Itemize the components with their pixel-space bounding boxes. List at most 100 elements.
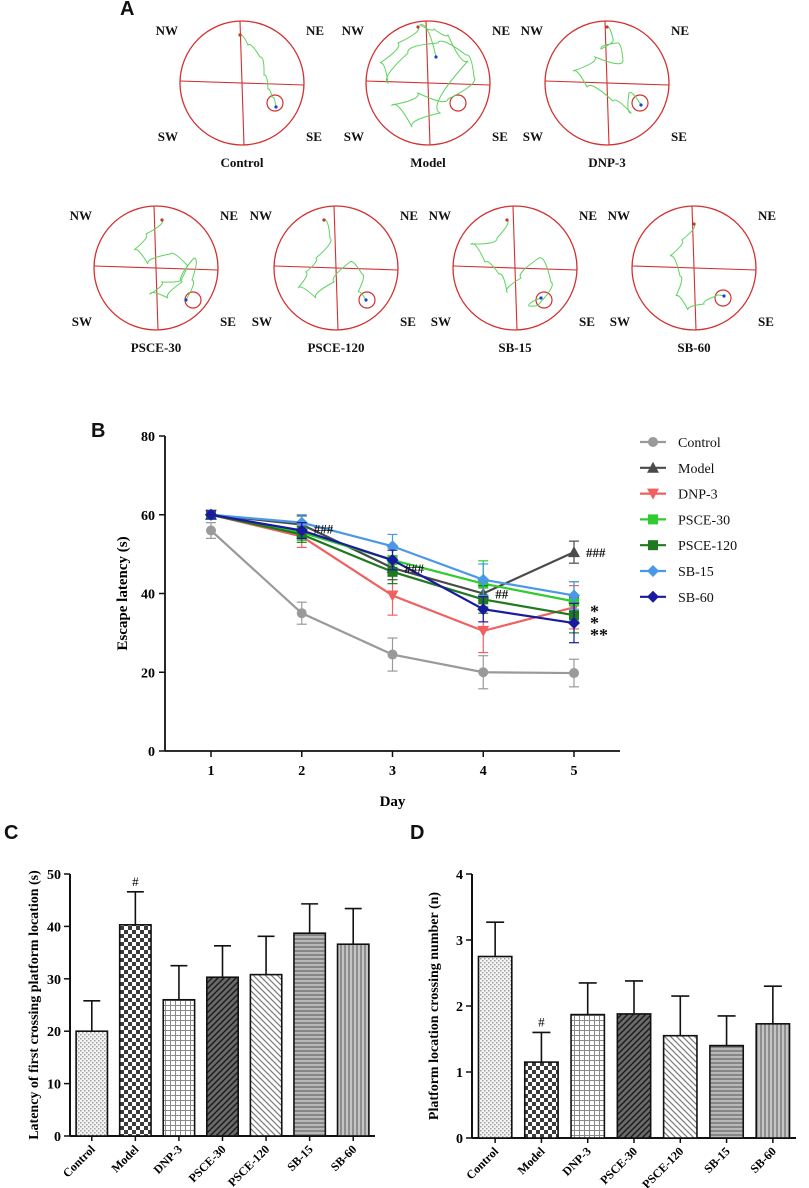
maze-label-ne: NE: [579, 208, 597, 223]
y-tick-label: 40: [141, 588, 155, 603]
maze-label-ne: NE: [671, 23, 689, 38]
legend-label-psce-120: PSCE-120: [678, 539, 737, 554]
x-tick-label-psce-30: PSCE-30: [186, 1142, 229, 1185]
point-control: [387, 649, 398, 660]
legend-marker-dnp-3: [647, 488, 659, 500]
maze-label-nw: NW: [521, 23, 543, 38]
maze-label-se: SE: [492, 129, 508, 144]
y-tick-label: 40: [47, 920, 61, 935]
y-tick-label: 60: [141, 509, 155, 524]
maze-group-title-sb-15: SB-15: [498, 340, 532, 355]
panel-d-label: D: [410, 822, 425, 844]
maze-label-sw: SW: [431, 314, 451, 329]
point-sb-15: [568, 589, 580, 602]
y-tick-label: 30: [47, 973, 61, 988]
bar-sb-60: [336, 943, 370, 1137]
panel-a-label: A: [120, 0, 135, 20]
legend-marker-control: [648, 437, 658, 447]
maze-start-sb-60: [692, 222, 696, 226]
maze-start-control: [238, 33, 242, 37]
maze-vline-sb-15: [512, 205, 518, 331]
maze-platform-psce-120: [358, 291, 376, 309]
maze-platform-control: [266, 94, 284, 112]
x-axis-label: Day: [380, 794, 406, 810]
x-tick-label: 3: [389, 764, 396, 779]
bar-dnp-3: [162, 998, 196, 1137]
panel-c-label: C: [4, 822, 19, 844]
maze-vline-psce-30: [153, 205, 159, 331]
significance-mark: ###: [314, 522, 334, 537]
y-axis-label: Latency of first crossing platform locat…: [27, 870, 42, 1140]
maze-end-control: [274, 105, 278, 109]
maze-end-dnp-3: [639, 103, 643, 107]
y-axis-label: Platform location crossing number (n): [427, 892, 442, 1120]
maze-pool-psce-120: [273, 205, 399, 331]
legend-marker-psce-120: [648, 540, 658, 551]
maze-label-ne: NE: [400, 208, 418, 223]
x-tick-label: 2: [298, 764, 305, 779]
maze-label-nw: NW: [429, 208, 451, 223]
bar-sb-15: [709, 1044, 745, 1139]
maze-group-title-psce-30: PSCE-30: [131, 340, 182, 355]
y-tick-label: 1: [456, 1066, 463, 1081]
bar-sb-60: [755, 1023, 791, 1139]
maze-end-psce-30: [184, 298, 188, 302]
point-sb-60: [205, 508, 217, 521]
maze-vline-psce-120: [333, 205, 339, 331]
maze-end-sb-15: [539, 296, 543, 300]
legend-label-dnp-3: DNP-3: [678, 488, 718, 503]
x-tick-label: 4: [480, 764, 487, 779]
legend-label-model: Model: [678, 462, 715, 477]
legend-marker-sb-15: [647, 565, 659, 577]
maze-label-nw: NW: [250, 208, 272, 223]
point-dnp-3: [477, 625, 490, 637]
maze-label-sw: SW: [72, 314, 92, 329]
maze-platform-model: [449, 94, 467, 112]
significance-mark: #: [132, 874, 139, 889]
maze-path-sb-15: [469, 219, 553, 307]
y-tick-label: 80: [141, 430, 155, 445]
maze-label-ne: NE: [306, 23, 324, 38]
maze-label-sw: SW: [252, 314, 272, 329]
maze-label-se: SE: [758, 314, 774, 329]
y-tick-label: 20: [47, 1025, 61, 1040]
x-tick-label-psce-120: PSCE-120: [639, 1144, 686, 1188]
point-sb-60: [477, 603, 490, 616]
maze-start-psce-30: [160, 218, 164, 222]
maze-label-se: SE: [579, 314, 595, 329]
point-sb-60: [568, 617, 580, 630]
x-tick-label-sb-15: SB-15: [701, 1144, 733, 1176]
x-tick-label-psce-120: PSCE-120: [225, 1142, 272, 1188]
maze-label-se: SE: [306, 129, 322, 144]
maze-group-title-psce-120: PSCE-120: [307, 340, 364, 355]
maze-start-psce-120: [322, 218, 326, 222]
x-tick-label-dnp-3: DNP-3: [559, 1144, 593, 1178]
y-tick-label: 3: [456, 934, 463, 949]
maze-label-sw: SW: [523, 129, 543, 144]
maze-label-se: SE: [671, 129, 687, 144]
maze-group-title-model: Model: [410, 155, 446, 170]
maze-label-ne: NE: [220, 208, 238, 223]
legend-marker-model: [647, 461, 659, 473]
first-crossing-latency-chart: 0 10 20 30 40 50 Latency of first crossing pla…: [27, 868, 375, 1188]
maze-vline-control: [239, 20, 245, 146]
x-tick-label: 1: [208, 764, 215, 779]
maze-pool-dnp-3: [544, 20, 670, 146]
significance-mark: **: [590, 625, 608, 645]
maze-label-nw: NW: [608, 208, 630, 223]
maze-label-nw: NW: [342, 23, 364, 38]
bar-psce-120: [662, 1034, 698, 1139]
point-sb-15: [386, 540, 399, 553]
x-tick-label-control: Control: [463, 1144, 501, 1182]
maze-label-sw: SW: [344, 129, 364, 144]
maze-group-title-sb-60: SB-60: [677, 340, 710, 355]
significance-mark: ##: [495, 587, 509, 602]
maze-path-psce-120: [297, 219, 367, 301]
maze-trajectories: NW NE SW SE Control NW NE SW SE Model NW NE SW SE DNP-…: [70, 20, 776, 355]
maze-vline-dnp-3: [604, 20, 610, 146]
maze-label-ne: NE: [758, 208, 776, 223]
point-sb-60: [386, 554, 399, 567]
maze-label-se: SE: [400, 314, 416, 329]
point-sb-15: [477, 573, 490, 586]
